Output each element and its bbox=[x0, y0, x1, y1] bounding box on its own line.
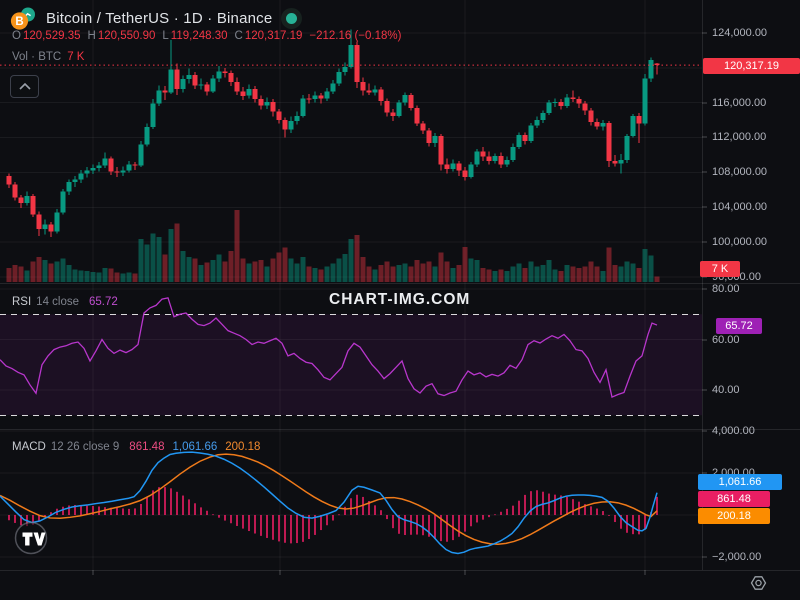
macd-badge: 200.18 bbox=[698, 508, 770, 524]
symbol-pair-icon: B bbox=[8, 6, 37, 31]
rsi-axis-label: 60.00 bbox=[712, 334, 740, 346]
ohlc-low-value: 119,248.30 bbox=[170, 30, 228, 42]
macd-line-value: 1,061.66 bbox=[172, 441, 218, 453]
rsi-legend: RSI 14 close 65.72 bbox=[12, 296, 118, 308]
price-axis[interactable]: 124,000.00 116,000.00 112,000.00 108,000.00… bbox=[0, 0, 800, 570]
rsi-badge: 65.72 bbox=[716, 318, 762, 334]
rsi-axis-label: 80.00 bbox=[712, 283, 740, 295]
ohlc-low-label: L bbox=[162, 30, 169, 42]
ohlc-close-value: 120,317.19 bbox=[244, 30, 303, 42]
market-status-dot bbox=[286, 12, 298, 24]
macd-axis-label: 4,000.00 bbox=[712, 425, 755, 437]
price-axis-label: 104,000.00 bbox=[712, 201, 768, 213]
macd-badge: 861.48 bbox=[698, 491, 770, 507]
header: B Bitcoin / TetherUS · 1D · Binance bbox=[8, 5, 303, 31]
rsi-name: RSI bbox=[12, 296, 32, 308]
price-axis-label: 100,000.00 bbox=[712, 236, 768, 248]
rsi-params: 14 close bbox=[36, 296, 80, 308]
macd-name: MACD bbox=[12, 441, 46, 453]
macd-legend: MACD 12 26 close 9 861.48 1,061.66 200.1… bbox=[12, 441, 260, 453]
market-status-badge bbox=[281, 7, 303, 29]
ohlc-close-label: C bbox=[234, 30, 243, 42]
macd-signal-value: 200.18 bbox=[225, 441, 261, 453]
symbol-title: Bitcoin / TetherUS · 1D · Binance bbox=[46, 9, 273, 27]
volume-value: 7 K bbox=[67, 51, 85, 63]
ohlc-row: O 120,529.35 H 120,550.90 L 119,248.30 C… bbox=[12, 30, 401, 42]
volume-legend: Vol · BTC 7 K bbox=[12, 51, 84, 63]
macd-badge: 1,061.66 bbox=[698, 474, 782, 490]
price-axis-label: 112,000.00 bbox=[712, 131, 767, 143]
chevron-up-icon bbox=[18, 83, 31, 90]
rsi-axis-label: 40.00 bbox=[712, 384, 740, 396]
ohlc-change: −212.16 (−0.18%) bbox=[309, 30, 402, 42]
tradingview-logo[interactable] bbox=[14, 521, 48, 555]
macd-params: 12 26 close 9 bbox=[50, 441, 120, 453]
watermark: CHART-IMG.COM bbox=[329, 291, 471, 308]
ohlc-open-value: 120,529.35 bbox=[22, 30, 81, 42]
price-axis-label: 116,000.00 bbox=[712, 97, 767, 109]
price-badge: 120,317.19 bbox=[703, 58, 800, 74]
ohlc-high-label: H bbox=[87, 30, 96, 42]
macd-axis-label: −2,000.00 bbox=[712, 551, 762, 563]
price-axis-label: 108,000.00 bbox=[712, 166, 768, 178]
ohlc-open-label: O bbox=[12, 30, 21, 42]
macd-hist-value: 861.48 bbox=[129, 441, 165, 453]
rsi-value: 65.72 bbox=[89, 296, 118, 308]
volume-badge: 7 K bbox=[700, 261, 740, 277]
svg-text:B: B bbox=[15, 16, 23, 28]
price-axis-label: 124,000.00 bbox=[712, 27, 768, 39]
settings-icon[interactable] bbox=[748, 574, 769, 592]
time-axis[interactable]: JulAugSepOct bbox=[0, 570, 800, 600]
volume-label: Vol · BTC bbox=[12, 51, 62, 63]
collapse-pane-button[interactable] bbox=[10, 75, 39, 98]
ohlc-high-value: 120,550.90 bbox=[97, 30, 156, 42]
